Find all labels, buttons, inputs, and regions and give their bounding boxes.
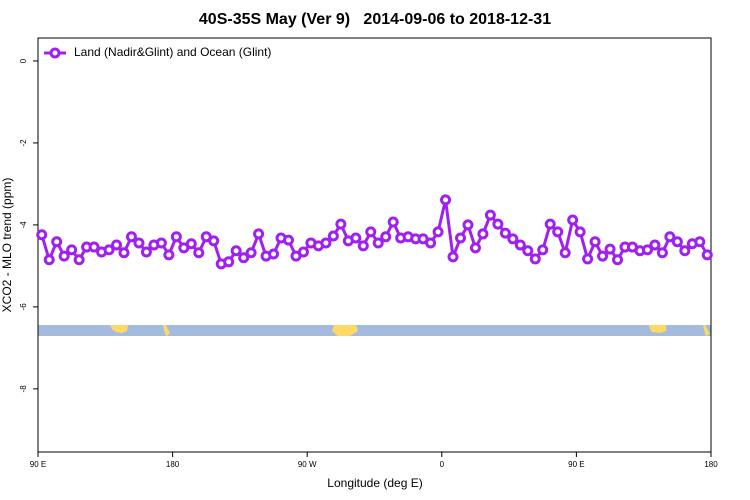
data-point bbox=[380, 231, 392, 243]
data-point bbox=[567, 214, 579, 226]
data-point bbox=[245, 247, 257, 259]
data-point bbox=[522, 245, 534, 257]
data-point bbox=[238, 252, 250, 264]
data-point bbox=[387, 216, 399, 228]
data-point bbox=[125, 231, 137, 243]
land bbox=[332, 325, 358, 336]
data-point bbox=[589, 236, 601, 248]
data-point bbox=[612, 254, 624, 266]
x-tick-label: 90 E bbox=[30, 460, 46, 469]
data-point bbox=[335, 218, 347, 230]
legend-marker bbox=[49, 47, 61, 59]
data-point bbox=[163, 249, 175, 261]
data-point bbox=[477, 228, 489, 240]
data-point bbox=[454, 232, 466, 244]
map-strip bbox=[38, 325, 711, 336]
data-point bbox=[507, 233, 519, 245]
x-tick-label: 180 bbox=[166, 460, 180, 469]
data-point bbox=[230, 245, 242, 257]
data-point bbox=[574, 226, 586, 238]
x-tick-label: 90 W bbox=[298, 460, 317, 469]
data-point bbox=[440, 194, 452, 206]
land bbox=[110, 325, 128, 333]
x-tick-label: 90 E bbox=[568, 460, 584, 469]
data-point bbox=[671, 236, 683, 248]
data-point bbox=[111, 239, 123, 251]
data-point bbox=[664, 231, 676, 243]
x-tick-label: 180 bbox=[704, 460, 718, 469]
data-point bbox=[73, 254, 85, 266]
data-point bbox=[208, 235, 220, 247]
data-point bbox=[694, 236, 706, 248]
data-point bbox=[133, 237, 145, 249]
data-point bbox=[43, 254, 55, 266]
data-point bbox=[51, 236, 63, 248]
x-axis-label: Longitude (deg E) bbox=[327, 476, 422, 490]
chart-title: 40S-35S May (Ver 9) 2014-09-06 to 2018-1… bbox=[199, 11, 551, 28]
data-point bbox=[432, 226, 444, 238]
data-point bbox=[469, 242, 481, 254]
y-tick-label: -4 bbox=[19, 221, 28, 229]
data-point bbox=[641, 244, 653, 256]
data-point bbox=[656, 247, 668, 259]
data-point bbox=[297, 246, 309, 258]
data-point bbox=[253, 228, 265, 240]
data-point bbox=[193, 247, 205, 259]
data-point bbox=[499, 227, 511, 239]
data-point bbox=[223, 256, 235, 268]
data-point bbox=[185, 238, 197, 250]
x-tick-label: 0 bbox=[440, 460, 445, 469]
data-point bbox=[559, 247, 571, 259]
y-tick-label: -6 bbox=[19, 303, 28, 311]
data-point bbox=[544, 218, 556, 230]
data-point bbox=[537, 244, 549, 256]
legend-label: Land (Nadir&Glint) and Ocean (Glint) bbox=[74, 45, 271, 59]
data-point bbox=[679, 245, 691, 257]
data-point bbox=[36, 229, 48, 241]
data-point bbox=[58, 250, 70, 262]
data-point bbox=[447, 251, 459, 263]
data-point bbox=[88, 241, 100, 253]
data-point bbox=[649, 239, 661, 251]
y-tick-label: -8 bbox=[19, 385, 28, 393]
data-point bbox=[582, 253, 594, 265]
data-point bbox=[268, 248, 280, 260]
y-axis-label: XCO2 - MLO trend (ppm) bbox=[0, 178, 14, 313]
data-point bbox=[701, 249, 713, 261]
data-point bbox=[320, 237, 332, 249]
y-tick-label: 0 bbox=[19, 58, 28, 63]
data-point bbox=[118, 247, 130, 259]
data-point bbox=[103, 244, 115, 256]
data-point bbox=[492, 218, 504, 230]
data-point bbox=[350, 232, 362, 244]
ocean-strip bbox=[38, 325, 711, 336]
data-point bbox=[140, 246, 152, 258]
y-tick-label: -2 bbox=[19, 139, 28, 147]
data-point bbox=[484, 209, 496, 221]
data-point bbox=[529, 253, 541, 265]
data-point bbox=[365, 226, 377, 238]
data-point bbox=[552, 226, 564, 238]
data-point bbox=[597, 250, 609, 262]
land bbox=[163, 325, 170, 336]
data-point bbox=[327, 230, 339, 242]
land bbox=[649, 325, 666, 333]
data-point bbox=[462, 219, 474, 231]
data-point bbox=[66, 244, 78, 256]
data-point bbox=[155, 237, 167, 249]
data-point bbox=[425, 237, 437, 249]
data-point bbox=[514, 239, 526, 251]
data-point bbox=[372, 237, 384, 249]
plot-frame bbox=[37, 37, 712, 453]
data-point bbox=[283, 234, 295, 246]
land bbox=[703, 325, 710, 336]
data-point bbox=[604, 243, 616, 255]
data-point bbox=[170, 231, 182, 243]
data-point bbox=[357, 240, 369, 252]
